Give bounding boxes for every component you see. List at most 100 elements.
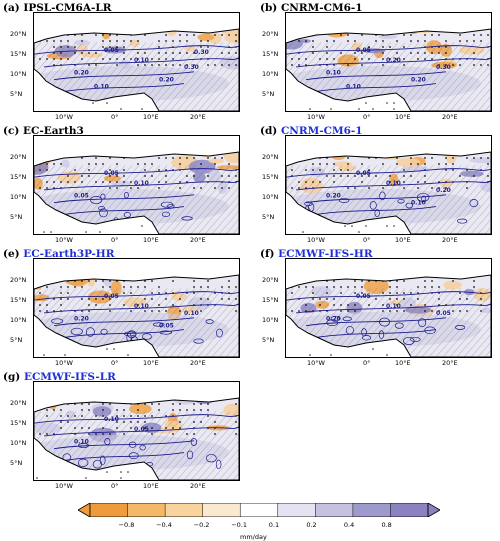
- map-panel: 0.05 0.10 0.20 0.30 0.20 0.10 0.30: [33, 12, 240, 112]
- contour-label: 0.20: [326, 193, 341, 200]
- contour-label: 0.10: [134, 180, 149, 187]
- contour-label: 0.10: [134, 303, 149, 310]
- map-panel: 0.10 0.05 0.10: [33, 381, 240, 481]
- contour-label: 0.10: [386, 180, 401, 187]
- lon-tick-label: 10°W: [55, 236, 73, 244]
- panel-model-name: IPSL-CM6A-LR: [23, 2, 112, 14]
- colorbar-tick-label: −0.1: [231, 521, 248, 529]
- lon-tick-label: 10°W: [307, 236, 325, 244]
- colorbar-swatch: [90, 503, 128, 517]
- lon-tick-label: 10°E: [395, 359, 411, 367]
- lat-tick-label: 15°N: [10, 419, 27, 427]
- panel-model-name: CNRM-CM6-1: [280, 2, 363, 14]
- lat-tick-label: 15°N: [10, 296, 27, 304]
- lat-tick-label: 20°N: [10, 153, 27, 161]
- lon-tick-label: 20°E: [442, 236, 458, 244]
- colorbar-swatch: [165, 503, 203, 517]
- lon-tick-label: 10°W: [307, 359, 325, 367]
- panel-model-name: EC-Earth3P-HR: [23, 248, 115, 260]
- lat-tick-label: 10°N: [262, 316, 279, 324]
- panel-model-name: ECMWF-IFS-LR: [23, 371, 116, 383]
- contour-label: 0.30: [184, 64, 199, 71]
- colorbar-swatch: [315, 503, 354, 517]
- lat-tick-label: 20°N: [10, 399, 27, 407]
- lon-tick-label: 10°W: [55, 113, 73, 121]
- contour-label: 0.20: [74, 316, 89, 323]
- colorbar-swatch: [202, 503, 241, 517]
- lat-tick-label: 20°N: [262, 153, 279, 161]
- panel-title: (c) EC-Earth3: [3, 125, 84, 137]
- colorbar: [77, 502, 441, 518]
- lat-tick-label: 5°N: [10, 336, 23, 344]
- lat-tick-label: 5°N: [10, 459, 23, 467]
- panel-model-name: CNRM-CM6-1: [280, 125, 363, 137]
- lat-tick-label: 10°N: [262, 193, 279, 201]
- contour-label: 0.05: [104, 47, 119, 54]
- colorbar-tick-label: 0.2: [306, 521, 317, 529]
- colorbar-tick-label: 0.8: [381, 521, 392, 529]
- contour-label: 0.10: [346, 83, 361, 90]
- lat-tick-label: 10°N: [10, 316, 27, 324]
- contour-label: 0.20: [386, 57, 401, 64]
- lon-tick-label: 10°E: [143, 359, 159, 367]
- lon-tick-label: 0°: [111, 359, 119, 367]
- lat-tick-label: 15°N: [262, 296, 279, 304]
- contour-label: 0.10: [411, 200, 426, 207]
- lat-tick-label: 5°N: [262, 213, 275, 221]
- lon-tick-label: 0°: [111, 113, 119, 121]
- lat-tick-label: 10°N: [10, 193, 27, 201]
- map-panel: 0.05 0.10 0.20 0.10 0.05: [33, 258, 240, 358]
- colorbar-arrow-left: [77, 502, 91, 518]
- colorbar-tick-label: −0.8: [118, 521, 135, 529]
- lon-tick-label: 0°: [111, 482, 119, 490]
- contour-label: 0.05: [104, 293, 119, 300]
- contour-label: 0.10: [74, 439, 89, 446]
- lat-tick-label: 20°N: [10, 30, 27, 38]
- lat-tick-label: 5°N: [10, 213, 23, 221]
- panel-letter: (b): [260, 2, 278, 14]
- colorbar-swatch: [390, 503, 429, 517]
- contour-label: 0.05: [134, 426, 149, 433]
- panel-model-name: ECMWF-IFS-HR: [278, 248, 373, 260]
- lon-tick-label: 20°E: [442, 113, 458, 121]
- contour-label: 0.10: [184, 310, 199, 317]
- lon-tick-label: 10°E: [143, 482, 159, 490]
- lat-tick-label: 20°N: [262, 276, 279, 284]
- colorbar-tick-label: −0.2: [193, 521, 210, 529]
- colorbar-swatch: [277, 503, 316, 517]
- contour-label: 0.20: [74, 70, 89, 77]
- contour-label: 0.30: [436, 64, 451, 71]
- panel-title: (a) IPSL-CM6A-LR: [3, 2, 111, 14]
- contour-label: 0.05: [356, 47, 371, 54]
- panel-letter: (d): [260, 125, 278, 137]
- lat-tick-label: 5°N: [262, 336, 275, 344]
- panel-title: (d) CNRM-CM6-1: [260, 125, 363, 137]
- contour-label: 0.20: [159, 77, 174, 84]
- panel-letter: (f): [260, 248, 275, 260]
- lon-tick-label: 0°: [363, 359, 371, 367]
- lat-tick-label: 15°N: [262, 173, 279, 181]
- contour-label: 0.10: [386, 303, 401, 310]
- colorbar-swatch: [352, 503, 391, 517]
- colorbar-arrow-right: [427, 502, 441, 518]
- panel-letter: (a): [3, 2, 20, 14]
- lon-tick-label: 10°W: [55, 482, 73, 490]
- lon-tick-label: 20°E: [190, 236, 206, 244]
- contour-label: 0.05: [74, 193, 89, 200]
- colorbar-swatch: [127, 503, 166, 517]
- contour-label: 0.05: [104, 170, 119, 177]
- panel-model-name: EC-Earth3: [23, 125, 84, 137]
- contour-label: 0.10: [326, 70, 341, 77]
- contour-label: 0.10: [94, 83, 109, 90]
- panel-letter: (g): [3, 371, 21, 383]
- lon-tick-label: 10°E: [395, 236, 411, 244]
- panel-title: (g) ECMWF-IFS-LR: [3, 371, 116, 383]
- lat-tick-label: 10°N: [262, 70, 279, 78]
- lat-tick-label: 20°N: [262, 30, 279, 38]
- lon-tick-label: 20°E: [190, 113, 206, 121]
- map-panel: 0.05 0.10 0.20 0.05: [285, 258, 492, 358]
- lon-tick-label: 10°W: [307, 113, 325, 121]
- contour-label: 0.10: [104, 416, 119, 423]
- lat-tick-label: 5°N: [10, 90, 23, 98]
- lon-tick-label: 20°E: [190, 359, 206, 367]
